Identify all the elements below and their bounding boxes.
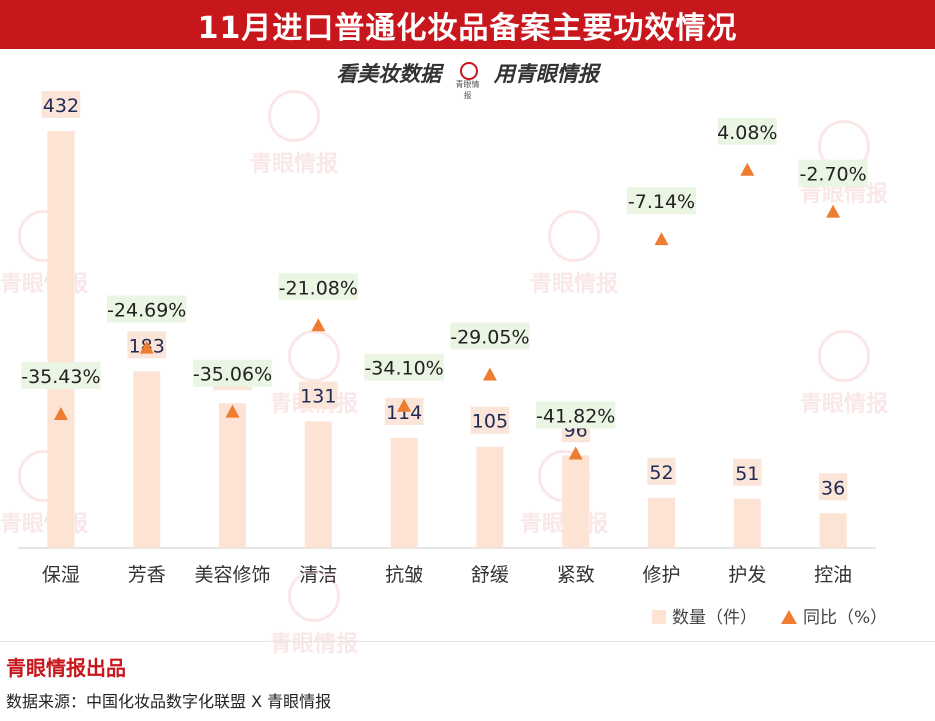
legend-swatch-bar	[652, 610, 666, 624]
bar	[476, 446, 504, 548]
yoy-value-label: -2.70%	[799, 164, 866, 186]
yoy-value-label: -21.08%	[279, 277, 358, 299]
footer-divider	[0, 641, 935, 642]
yoy-value-label-bg	[717, 117, 777, 145]
bar-value-label-bg	[299, 381, 338, 409]
x-tick-label: 控油	[814, 564, 852, 586]
yoy-marker	[53, 406, 68, 420]
yoy-value-label-bg	[364, 353, 444, 381]
yoy-value-label: 4.08%	[717, 122, 777, 144]
watermark: 青眼情报	[530, 210, 618, 298]
yoy-value-label: -24.69%	[107, 300, 186, 322]
watermark: 青眼情报	[270, 570, 358, 658]
bar-value-label-bg	[41, 91, 81, 118]
yoy-marker	[568, 446, 583, 460]
yoy-value-label-bg	[192, 359, 273, 387]
subtitle: 看美妆数据 青眼情报 用青眼情报	[0, 58, 935, 100]
brand-logo-icon: 青眼情报	[453, 62, 483, 100]
bar-value-label: 432	[43, 95, 79, 117]
bar	[733, 498, 761, 548]
x-tick-label: 芳香	[128, 564, 166, 586]
bar-value-label: 105	[472, 411, 508, 433]
x-tick-label: 舒缓	[471, 564, 509, 586]
chart-canvas: 保湿432-35.43%芳香183-24.69%美容修饰150-35.06%清洁…	[18, 91, 887, 628]
yoy-marker	[826, 204, 841, 218]
yoy-value-label: -35.43%	[21, 366, 100, 388]
bar	[562, 455, 590, 548]
bar-value-label-bg	[470, 406, 510, 434]
watermark: 青眼情报	[800, 330, 888, 418]
watermark: 青眼情报	[250, 90, 338, 178]
x-tick-label: 保湿	[42, 564, 80, 586]
yoy-value-label-bg	[450, 322, 530, 350]
bar-value-label: 52	[649, 462, 673, 484]
bar-value-label: 131	[300, 386, 336, 408]
legend-swatch-yoy	[781, 610, 797, 624]
subtitle-left: 看美妆数据	[336, 62, 442, 86]
bar	[304, 421, 332, 548]
x-tick-label: 抗皱	[385, 564, 423, 586]
yoy-value-label-bg	[278, 273, 358, 301]
bar	[133, 371, 161, 548]
x-tick-label: 美容修饰	[194, 564, 270, 586]
x-tick-label: 护发	[728, 564, 766, 586]
legend-label-bar: 数量（件）	[672, 608, 757, 628]
yoy-value-label-bg	[626, 187, 697, 215]
yoy-marker	[740, 162, 755, 176]
yoy-value-label-bg	[798, 159, 868, 187]
yoy-marker	[654, 232, 669, 246]
bar	[219, 403, 246, 548]
yoy-marker	[397, 398, 412, 412]
bar-value-label-bg	[733, 458, 762, 486]
logo-tag: 青眼情报	[455, 80, 480, 100]
yoy-marker	[139, 340, 154, 354]
yoy-value-label: -35.06%	[193, 364, 272, 386]
yoy-value-label-bg	[536, 401, 616, 429]
bar	[390, 437, 418, 548]
bar	[819, 513, 847, 548]
yoy-value-label: -41.82%	[536, 405, 615, 427]
footer-source: 数据来源：中国化妆品数字化联盟 X 青眼情报	[6, 692, 332, 711]
x-tick-label: 紧致	[557, 564, 595, 586]
legend-label-yoy: 同比（%）	[803, 608, 887, 628]
bar-value-label: 36	[821, 477, 845, 499]
bar-value-label: 51	[735, 463, 759, 485]
footer-brand: 青眼情报出品	[6, 656, 126, 680]
yoy-marker	[311, 318, 326, 332]
yoy-value-label-bg	[21, 361, 101, 389]
bar-value-label-bg	[647, 457, 676, 485]
x-tick-label: 修护	[642, 564, 680, 586]
bar	[648, 497, 675, 548]
yoy-value-label-bg	[107, 295, 187, 323]
yoy-marker	[482, 367, 497, 381]
yoy-value-label: -7.14%	[628, 191, 695, 213]
bar-value-label-bg	[818, 473, 848, 501]
bar-value-label: 114	[386, 402, 422, 424]
yoy-value-label: -29.05%	[450, 327, 529, 349]
bar	[47, 131, 75, 548]
x-tick-label: 清洁	[299, 564, 337, 586]
yoy-value-label: -34.10%	[364, 358, 443, 380]
yoy-marker	[225, 404, 240, 418]
chart-title: 11月进口普通化妆品备案主要功效情况	[0, 0, 935, 49]
subtitle-right: 用青眼情报	[493, 62, 599, 86]
